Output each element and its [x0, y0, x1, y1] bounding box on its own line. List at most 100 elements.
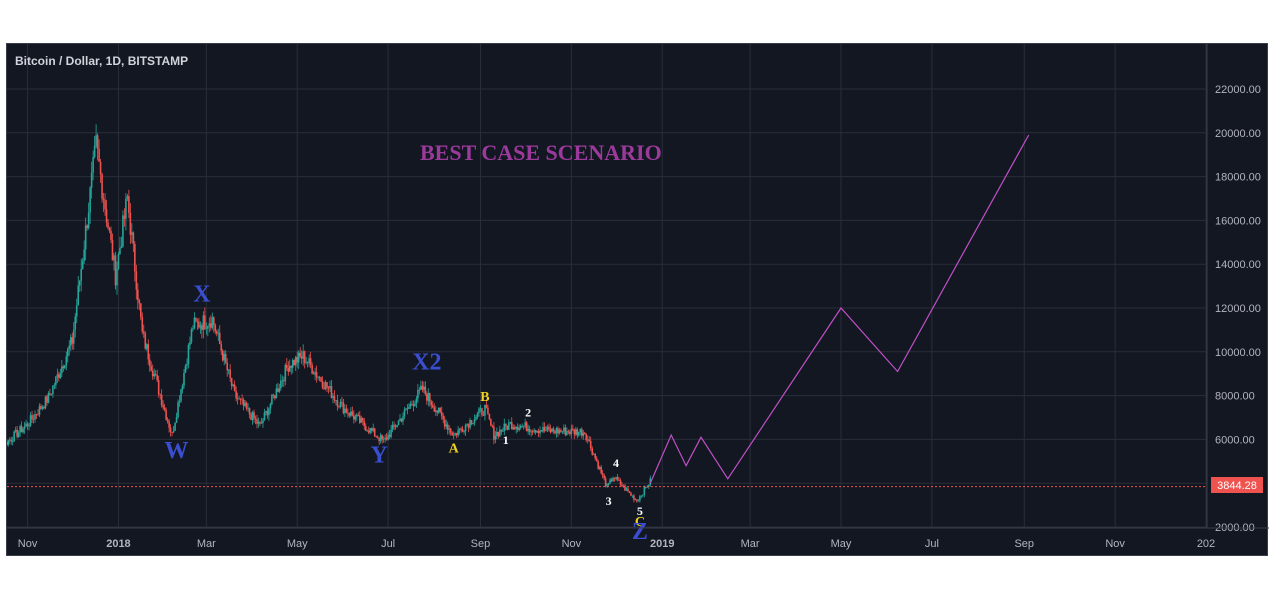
candle — [296, 351, 299, 368]
candle — [610, 477, 613, 482]
candle — [305, 356, 307, 365]
symbol-title: Bitcoin / Dollar, 1D, BITSTAMP — [15, 54, 189, 68]
candle — [382, 436, 385, 443]
y-tick-label: 12000.00 — [1215, 303, 1261, 315]
candle — [417, 383, 419, 403]
x-tick-label: Mar — [197, 538, 216, 550]
candle — [585, 433, 588, 443]
candle — [494, 431, 497, 444]
candle — [275, 384, 278, 399]
candle — [192, 325, 194, 332]
candle — [190, 327, 193, 344]
candle — [406, 404, 409, 415]
wave-label: C — [635, 515, 645, 530]
candle — [212, 316, 215, 333]
candle — [290, 365, 293, 375]
y-tick-label: 14000.00 — [1215, 259, 1261, 271]
candle — [37, 409, 39, 416]
candle — [333, 390, 336, 404]
candle — [363, 417, 366, 430]
candle — [241, 394, 243, 405]
candle — [120, 236, 123, 249]
candle — [563, 424, 565, 434]
candle — [394, 423, 397, 430]
candle — [515, 425, 518, 434]
candle — [122, 210, 124, 248]
candle — [351, 406, 354, 417]
annotation-title: BEST CASE SCENARIO — [420, 140, 662, 165]
candle — [457, 426, 459, 438]
candle — [381, 434, 383, 444]
candle — [431, 400, 434, 409]
candle — [464, 423, 467, 436]
candle — [260, 417, 263, 424]
candle — [344, 404, 346, 417]
candle — [364, 423, 367, 432]
candle — [259, 420, 261, 426]
candle — [567, 429, 570, 435]
candle — [513, 424, 516, 431]
candle — [512, 424, 515, 431]
projection-line — [649, 134, 1030, 484]
candle — [123, 208, 126, 227]
candle — [119, 236, 121, 256]
x-axis[interactable]: Nov 2018 Mar May Jul Sep Nov 2019 Mar May Jul Sep No… — [7, 527, 1269, 550]
candle — [153, 368, 156, 380]
candle — [52, 385, 54, 398]
candle — [44, 395, 47, 410]
candle — [55, 376, 57, 389]
candle — [207, 325, 209, 337]
candle — [411, 400, 413, 406]
candle — [69, 334, 72, 351]
candle — [542, 422, 544, 434]
candle — [297, 350, 300, 370]
candle — [26, 421, 29, 430]
candle — [426, 391, 428, 405]
candle — [592, 452, 595, 455]
candle — [59, 368, 62, 379]
candle — [628, 490, 631, 494]
candle — [427, 388, 430, 407]
candle — [580, 427, 583, 439]
candle — [461, 425, 464, 433]
candle — [205, 322, 208, 335]
candle — [561, 430, 564, 435]
candle — [630, 491, 632, 497]
candle — [467, 423, 470, 433]
y-axis[interactable]: 2000.004000.006000.008000.0010000.001200… — [1206, 44, 1261, 534]
candle — [323, 381, 325, 391]
candle — [78, 279, 81, 293]
candle — [7, 438, 8, 446]
candle — [621, 482, 623, 488]
candle — [378, 437, 380, 445]
candle — [131, 223, 133, 243]
candle — [300, 350, 303, 365]
candle — [472, 422, 474, 425]
candle — [90, 161, 93, 199]
candle — [66, 347, 69, 363]
candle — [226, 358, 229, 377]
candle — [309, 351, 312, 369]
candle — [312, 370, 315, 375]
candle — [13, 430, 15, 442]
candle — [409, 401, 412, 410]
candle — [400, 418, 403, 423]
price-tag: 3844.28 — [1211, 477, 1263, 493]
candle — [369, 428, 372, 435]
candle — [399, 413, 401, 422]
candle — [470, 419, 473, 426]
candle — [484, 404, 486, 421]
candle — [452, 431, 455, 440]
candle — [537, 428, 540, 438]
wave-label: 5 — [637, 504, 643, 518]
candle — [7, 439, 10, 447]
candle — [429, 392, 431, 407]
candle — [488, 413, 491, 421]
candle — [372, 423, 375, 433]
candle — [506, 425, 509, 431]
candle — [80, 258, 83, 292]
candle — [171, 431, 173, 437]
candle — [72, 322, 75, 350]
